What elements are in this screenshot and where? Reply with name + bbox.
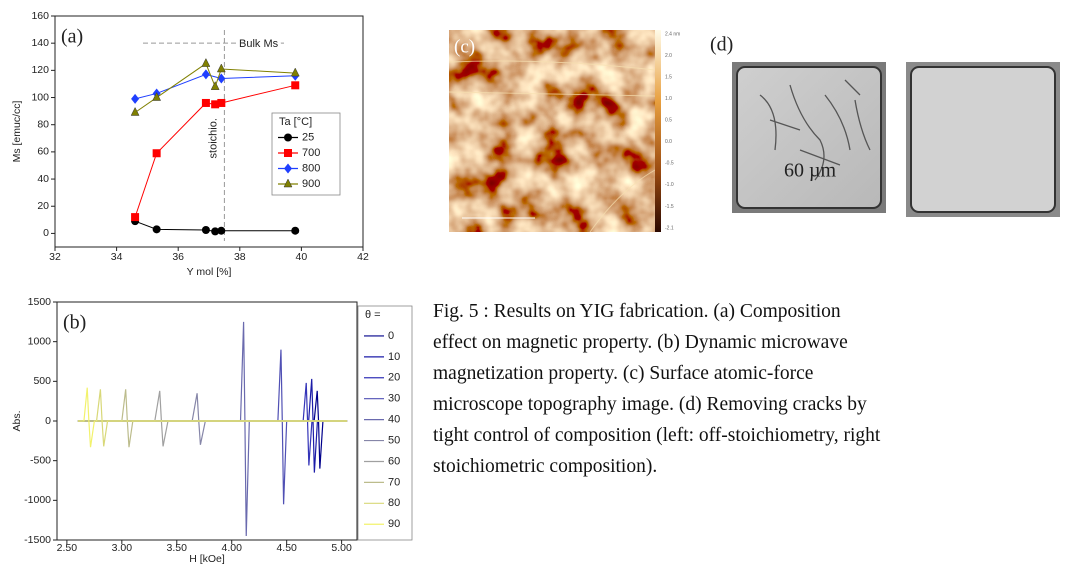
y-tick-label: 0	[45, 415, 51, 427]
y-axis-title: Ms [emuc/cc]	[11, 100, 23, 162]
caption-line: tight control of composition (left: off-…	[433, 420, 880, 451]
page: (c) (d) 60 µm 2.4 nm 2.0 1.5 1.0 0.5 0.0 -0.5 -…	[0, 0, 1070, 564]
legend-label: 900	[302, 178, 320, 190]
colorbar-label: 0.5	[665, 118, 672, 124]
colorbar-label: -0.5	[665, 161, 674, 167]
legend-label: 30	[388, 393, 400, 405]
legend-label: 700	[302, 147, 320, 159]
marker	[131, 213, 139, 221]
caption-line: microscope topography image. (d) Removin…	[433, 389, 880, 420]
panel-label: (a)	[61, 26, 83, 48]
marker	[202, 226, 210, 234]
marker	[202, 59, 210, 67]
legend-title: Ta [°C]	[279, 116, 312, 128]
marker	[211, 82, 219, 90]
legend-label: 800	[302, 162, 320, 174]
colorbar-label: 1.5	[665, 74, 672, 80]
marker	[291, 227, 299, 235]
legend-label: 60	[388, 455, 400, 467]
marker	[153, 149, 161, 157]
x-axis-title: Y mol [%]	[187, 266, 232, 278]
y-tick-label: -1000	[24, 494, 51, 506]
x-tick-label: 2.50	[57, 542, 78, 554]
x-tick-label: 34	[111, 251, 123, 263]
afm-image	[449, 30, 655, 232]
y-tick-label: -500	[30, 454, 51, 466]
marker	[131, 94, 139, 104]
colorbar-label: 0.0	[665, 139, 672, 145]
series-line	[78, 383, 347, 466]
y-tick-label: 500	[33, 375, 51, 387]
marker	[217, 99, 225, 107]
colorbar-label: -2.1	[665, 225, 674, 231]
colorbar-label: 1.0	[665, 96, 672, 102]
x-tick-label: 3.50	[167, 542, 188, 554]
legend-marker	[284, 149, 292, 157]
y-tick-label: 1500	[28, 296, 52, 308]
caption-line: magnetization property. (c) Surface atom…	[433, 358, 880, 389]
legend-label: 80	[388, 497, 400, 509]
marker	[291, 81, 299, 89]
marker	[131, 107, 139, 115]
panel-label: (c)	[454, 36, 475, 57]
legend-marker	[284, 134, 292, 142]
x-tick-label: 32	[49, 251, 61, 263]
x-tick-label: 42	[357, 251, 369, 263]
marker	[291, 68, 299, 76]
y-tick-label: 20	[37, 200, 49, 212]
marker	[217, 227, 225, 235]
legend-label: 0	[388, 330, 394, 342]
legend-box	[358, 306, 412, 540]
x-tick-label: 4.50	[276, 542, 297, 554]
series-line	[78, 350, 347, 505]
caption-line: stoichiometric composition).	[433, 451, 880, 482]
y-tick-label: 80	[37, 118, 49, 130]
y-tick-label: 40	[37, 173, 49, 185]
legend-label: 70	[388, 476, 400, 488]
legend-label: 10	[388, 351, 400, 363]
y-tick-label: 120	[31, 64, 49, 76]
y-tick-label: -1500	[24, 534, 51, 546]
caption-line: Fig. 5 : Results on YIG fabrication. (a)…	[433, 296, 880, 327]
marker	[202, 99, 210, 107]
panel-label: (d)	[710, 34, 733, 56]
x-tick-label: 5.00	[331, 542, 352, 554]
y-tick-label: 100	[31, 91, 49, 103]
marker	[153, 225, 161, 233]
colorbar-label: -1.0	[665, 182, 674, 188]
x-tick-label: 38	[234, 251, 246, 263]
colorbar-label: -1.5	[665, 204, 674, 210]
scale-label: 60 µm	[784, 160, 837, 182]
legend-label: 90	[388, 518, 400, 530]
legend-title: θ =	[365, 309, 381, 321]
y-tick-label: 0	[43, 227, 49, 239]
y-tick-label: 140	[31, 37, 49, 49]
x-tick-label: 36	[172, 251, 184, 263]
panel-label: (b)	[63, 312, 86, 334]
colorbar	[655, 30, 661, 232]
y-tick-label: 160	[31, 10, 49, 22]
y-tick-label: 60	[37, 146, 49, 158]
legend-label: 40	[388, 414, 400, 426]
pad	[737, 67, 881, 208]
caption: Fig. 5 : Results on YIG fabrication. (a)…	[433, 296, 880, 482]
colorbar-label: 2.0	[665, 53, 672, 59]
y-axis-title: Abs.	[11, 410, 23, 431]
legend-label: 20	[388, 372, 400, 384]
reference-label: stoichio.	[207, 118, 219, 158]
colorbar-label: 2.4 nm	[665, 31, 680, 37]
legend-label: 50	[388, 434, 400, 446]
legend-label: 25	[302, 131, 314, 143]
caption-line: effect on magnetic property. (b) Dynamic…	[433, 327, 880, 358]
pad	[911, 67, 1055, 212]
reference-label: Bulk Ms	[239, 38, 279, 50]
x-tick-label: 40	[296, 251, 308, 263]
x-tick-label: 3.00	[112, 542, 133, 554]
y-tick-label: 1000	[28, 335, 52, 347]
series-line	[78, 322, 347, 536]
x-axis-title: H [kOe]	[189, 553, 225, 564]
